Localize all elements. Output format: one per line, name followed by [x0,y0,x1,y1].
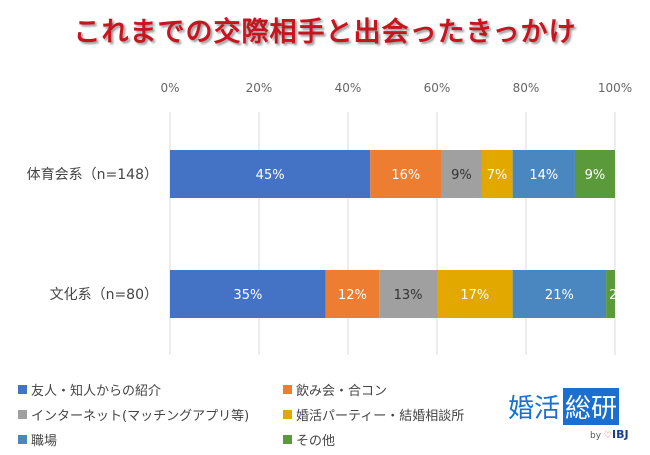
bar-segment [325,270,380,318]
data-label: 16% [391,168,420,183]
legend-item: その他 [283,430,335,449]
legend-item: 飲み会・合コン [283,380,387,399]
data-label: 9% [451,168,472,183]
bar-segment [370,150,442,198]
category-label: 文化系（n=80） [50,287,158,303]
logo-main: 婚活 [508,394,561,424]
legend-label: 友人・知人からの紹介 [31,384,162,399]
legend-label: その他 [296,434,336,449]
bar-segment [170,270,326,318]
data-label: 35% [233,288,262,303]
chart-title: これまでの交際相手と出会ったきっかけ [73,17,577,48]
chart-plot: 0% 20% 40% 60% 80% 100% 体育会系（n=148） 45% 16% 9% 7% 1… [27,81,632,355]
legend-label: 婚活パーティー・結婚相談所 [296,409,465,424]
bar-segment [379,270,437,318]
bar-segment [512,270,607,318]
data-label: 12% [338,288,367,303]
logo-by: by [590,431,602,441]
bar-segment [441,150,482,198]
legend-item: 職場 [18,430,57,449]
x-tick-label: 100% [598,81,632,95]
data-label: 2% [609,288,630,303]
data-label: 17% [460,288,489,303]
legend-swatch [18,385,27,394]
legend-label: インターネット(マッチングアプリ等) [31,409,250,424]
legend-swatch [283,385,292,394]
bar-segment [512,150,575,198]
data-label: 45% [256,168,285,183]
x-tick-label: 80% [513,81,540,95]
legend-item: 婚活パーティー・結婚相談所 [283,405,464,424]
legend-swatch [18,410,27,419]
bar-segment [170,150,371,198]
category-label: 体育会系（n=148） [27,167,158,183]
legend-label: 飲み会・合コン [296,384,388,399]
bar-segment [574,150,615,198]
logo-boxed: 総研 [563,388,620,425]
legend-label: 職場 [31,434,58,449]
legend-item: 友人・知人からの紹介 [18,380,161,399]
bar-segment [481,150,513,198]
data-label: 14% [529,168,558,183]
bar-segment [606,270,615,318]
x-tick-label: 20% [246,81,273,95]
x-tick-label: 0% [160,81,179,95]
x-tick-label: 40% [335,81,362,95]
data-label: 13% [394,288,423,303]
logo-brand: IBJ [612,428,629,441]
data-label: 21% [545,288,574,303]
x-tick-label: 60% [424,81,451,95]
bar-segment [437,270,513,318]
logo: 婚活 総研 [508,388,620,425]
data-label: 7% [487,168,508,183]
legend-item: インターネット(マッチングアプリ等) [18,405,249,424]
legend-swatch [283,435,292,444]
legend-swatch [18,435,27,444]
data-label: 9% [585,168,606,183]
logo-byline: by ♡IBJ [590,428,629,441]
legend-swatch [283,410,292,419]
